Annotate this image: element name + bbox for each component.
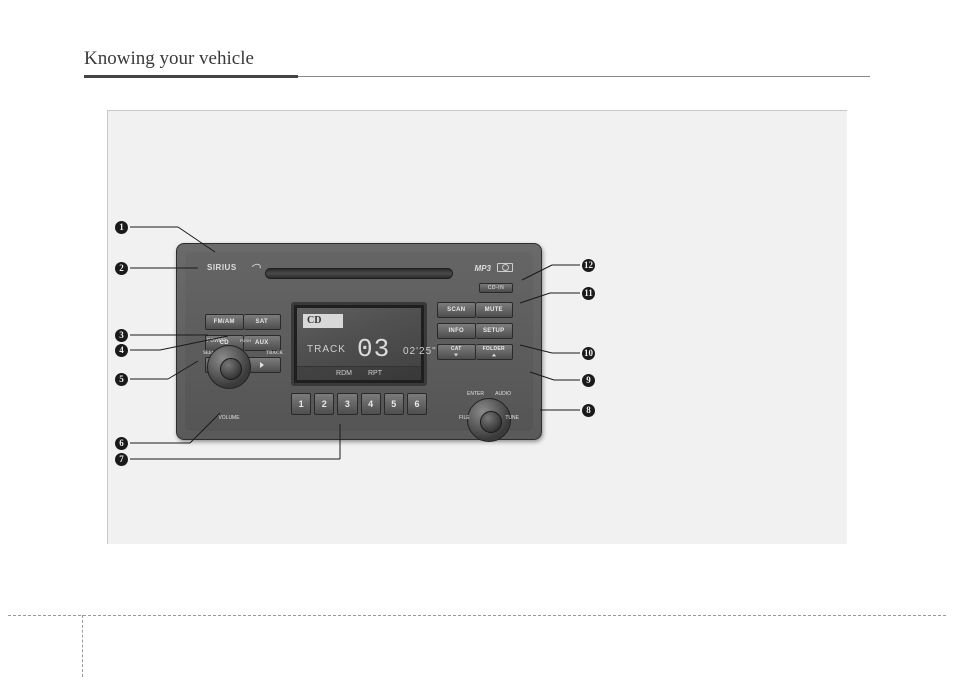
callout-6: 6	[115, 437, 128, 450]
display-bottom-row: RDM RPT	[297, 366, 421, 380]
preset-2-button[interactable]: 2	[314, 393, 334, 415]
cat-folder-down-button[interactable]: CAT	[437, 344, 476, 360]
callout-2: 2	[115, 262, 128, 275]
info-button[interactable]: INFO	[437, 323, 476, 339]
sirius-logo-icon	[250, 263, 262, 273]
sirius-logo-text: SIRIUS	[207, 263, 237, 272]
cat-folder-up-button[interactable]: FOLDER	[476, 344, 514, 360]
tune-label: TUNE	[505, 415, 519, 421]
enter-label: ENTER	[467, 391, 484, 397]
callout-11: 11	[582, 287, 595, 300]
volume-knob-assembly: POWER PUSH VOLUME	[205, 338, 253, 421]
callout-5: 5	[115, 373, 128, 386]
stereo-display-inner: CD TRACK 03 02'25" RDM RPT	[297, 308, 421, 380]
fmam-button[interactable]: FM/AM	[205, 314, 244, 330]
setup-button[interactable]: SETUP	[476, 323, 514, 339]
track-label: TRACK	[266, 351, 283, 356]
callout-1: 1	[115, 221, 128, 234]
callout-7: 7	[115, 453, 128, 466]
display-rdm: RDM	[336, 367, 352, 380]
preset-5-button[interactable]: 5	[384, 393, 404, 415]
callout-10: 10	[582, 347, 595, 360]
display-rpt: RPT	[368, 367, 382, 380]
folder-label: FOLDER	[483, 347, 505, 352]
preset-3-button[interactable]: 3	[337, 393, 357, 415]
display-track-number: 03	[357, 334, 390, 364]
preset-4-button[interactable]: 4	[361, 393, 381, 415]
right-button-bank: SCAN MUTE INFO SETUP CAT FOLDER	[437, 302, 513, 365]
chevron-up-icon	[492, 353, 496, 356]
file-label: FILE	[459, 415, 470, 421]
display-track-label: TRACK	[307, 344, 346, 355]
stereo-top-strip: SIRIUS MP3	[205, 261, 513, 289]
display-time: 02'25"	[403, 346, 437, 357]
preset-row: 1 2 3 4 5 6	[291, 393, 427, 415]
cd-slot	[265, 268, 453, 279]
mp3-logo: MP3	[475, 264, 491, 273]
title-rule-dark	[84, 75, 298, 78]
callout-3: 3	[115, 329, 128, 342]
cd-in-button[interactable]: CD-IN	[479, 283, 513, 293]
cat-label: CAT	[451, 347, 462, 352]
footer-vrule	[82, 615, 83, 677]
preset-6-button[interactable]: 6	[407, 393, 427, 415]
callout-8: 8	[582, 404, 595, 417]
compact-disc-logo-icon	[497, 263, 513, 272]
sat-button[interactable]: SAT	[244, 314, 282, 330]
callout-12: 12	[582, 259, 595, 272]
scan-button[interactable]: SCAN	[437, 302, 476, 318]
mute-button[interactable]: MUTE	[476, 302, 514, 318]
chevron-down-icon	[454, 353, 458, 356]
car-stereo: SIRIUS MP3 CD-IN FM/AM SAT CD AUX SEEK T…	[176, 243, 542, 440]
chevron-right-icon	[260, 362, 264, 368]
power-label: POWER	[207, 338, 226, 344]
volume-power-knob[interactable]	[207, 345, 251, 389]
push-label: PUSH	[240, 338, 251, 344]
callout-4: 4	[115, 344, 128, 357]
volume-label: VOLUME	[205, 415, 253, 421]
tune-knob-assembly: ENTER AUDIO FILE TUNE	[465, 391, 513, 421]
page-title: Knowing your vehicle	[84, 48, 870, 70]
stereo-display: CD TRACK 03 02'25" RDM RPT	[291, 302, 427, 386]
audio-label: AUDIO	[495, 391, 511, 397]
callout-9: 9	[582, 374, 595, 387]
page-header: Knowing your vehicle	[84, 48, 870, 70]
display-mode-indicator: CD	[303, 314, 343, 328]
preset-1-button[interactable]: 1	[291, 393, 311, 415]
stereo-faceplate: SIRIUS MP3 CD-IN FM/AM SAT CD AUX SEEK T…	[185, 252, 533, 431]
footer-hrule	[8, 615, 946, 616]
